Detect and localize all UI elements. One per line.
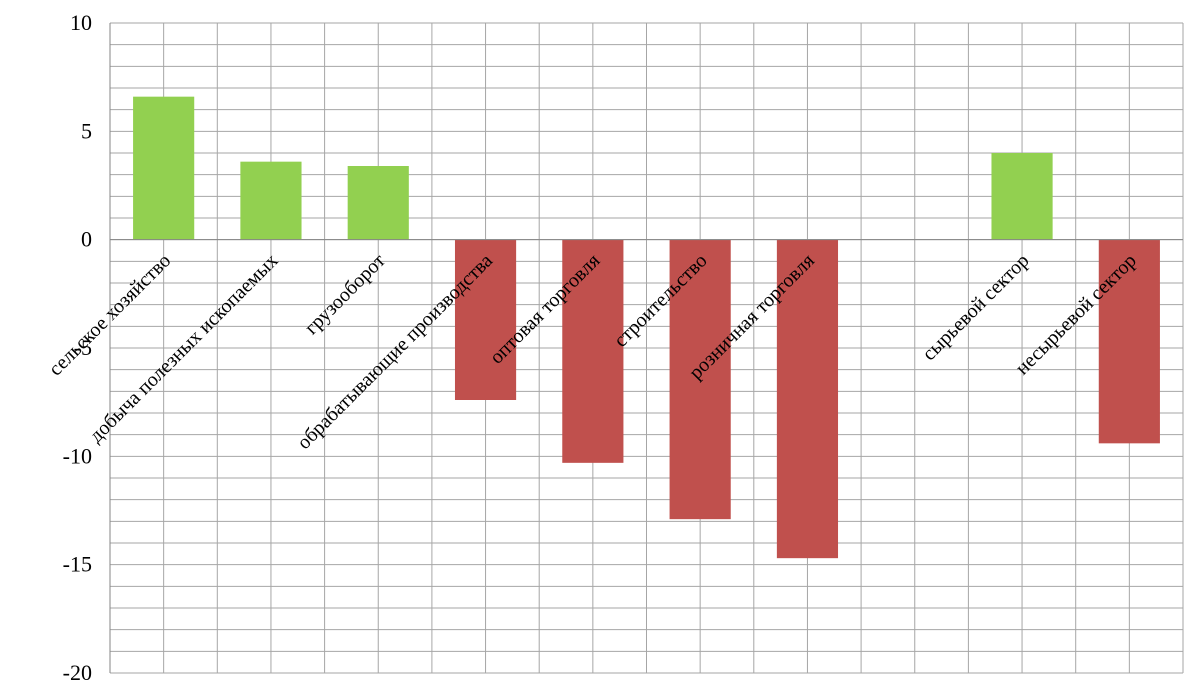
axis [109,23,1183,673]
bars [133,96,1160,559]
y-tick-label: -20 [63,660,92,684]
y-tick-label: 5 [81,118,92,143]
y-tick-label: -10 [63,443,92,468]
grid [109,22,1184,674]
bar [240,161,302,240]
y-tick-label: -5 [74,335,92,360]
y-tick-label: 0 [81,227,92,252]
category-label: грузооборот [300,249,390,339]
y-axis-ticks: 10 5 0 -5 -10 -15 -20 [63,10,92,684]
bar [776,239,839,559]
bar [347,166,409,240]
bar [454,239,517,400]
bar [562,239,624,463]
bar [133,96,195,240]
bar [991,153,1053,240]
y-tick-label: 10 [70,10,92,35]
y-tick-label: -15 [63,552,92,577]
bar [1098,239,1160,444]
bar [669,239,731,520]
